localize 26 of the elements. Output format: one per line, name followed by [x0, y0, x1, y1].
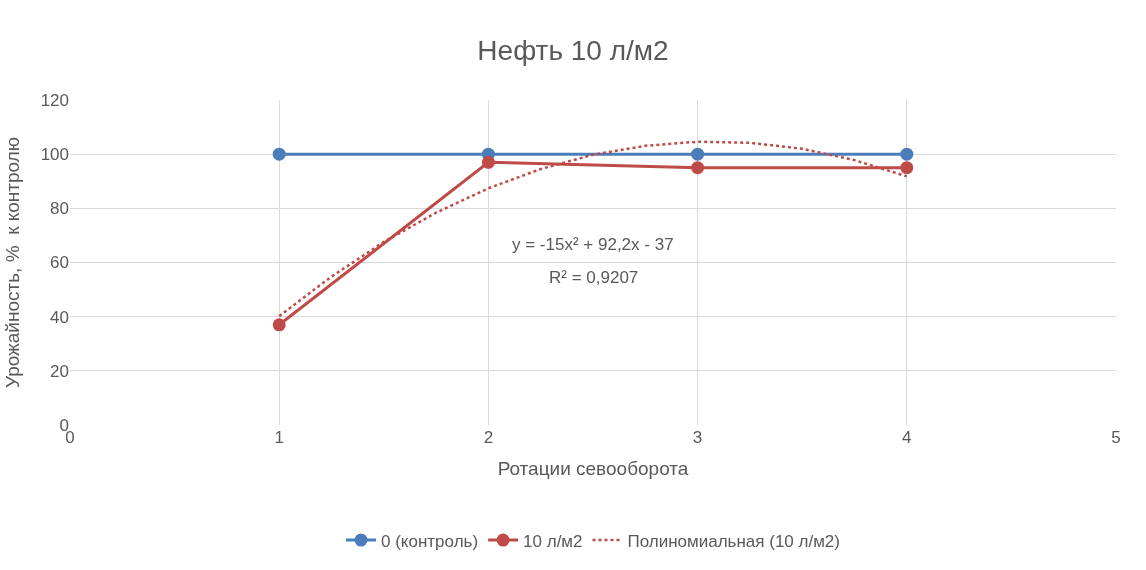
- chart-title: Нефть 10 л/м2: [477, 34, 669, 66]
- y-tick-label: 120: [40, 90, 69, 110]
- y-axis-title: Урожайность, % к контролю: [2, 136, 24, 389]
- point: [272, 147, 286, 161]
- annotation: R² = 0,9207: [549, 268, 639, 287]
- point: [900, 161, 914, 175]
- y-tick-label: 20: [50, 361, 69, 381]
- point: [481, 155, 495, 169]
- x-tick-label: 1: [274, 428, 284, 447]
- x-tick-label: 4: [902, 428, 912, 447]
- point: [900, 147, 914, 161]
- legend-label: 10 л/м2: [523, 531, 583, 551]
- legend-label: 0 (контроль): [381, 531, 479, 551]
- y-tick-label: 100: [40, 145, 69, 165]
- x-tick-label: 3: [692, 428, 703, 447]
- point: [272, 318, 286, 332]
- y-tick-label: 80: [50, 199, 69, 219]
- annotation: y = -15x² + 92,2x - 37: [512, 235, 674, 254]
- y-tick-label: 40: [50, 307, 69, 327]
- point: [691, 147, 705, 161]
- y-tick-label: 60: [50, 253, 69, 273]
- x-tick-label: 5: [1111, 428, 1121, 447]
- x-axis-title: Ротации севооборота: [497, 457, 689, 479]
- legend-label: Полиномиальная (10 л/м2): [627, 531, 840, 551]
- point: [691, 161, 705, 175]
- x-tick-label: 2: [483, 428, 494, 447]
